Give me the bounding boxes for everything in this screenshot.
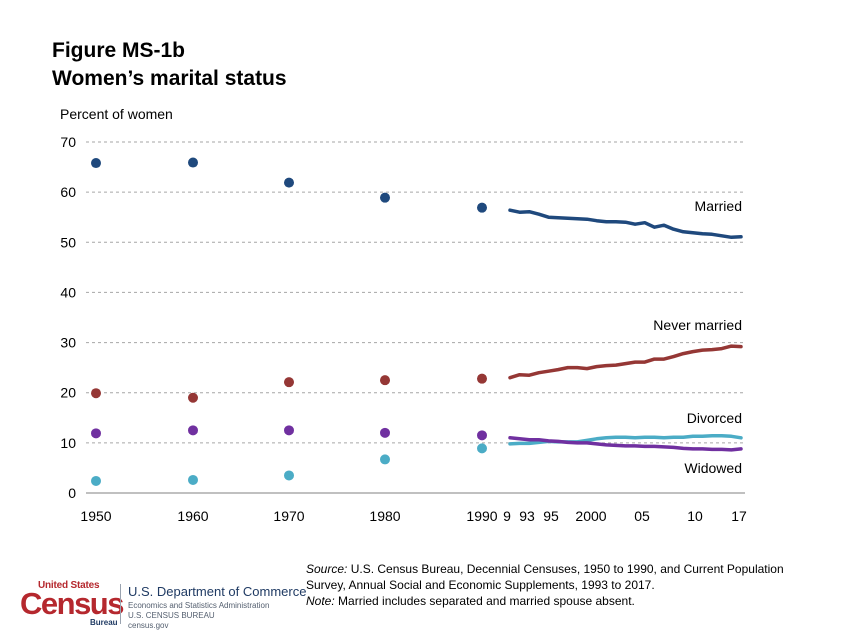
series-points [91,157,487,486]
point-widowed-1970 [284,425,294,436]
x-tick-cps-05: 05 [634,508,650,524]
source-note: Source: U.S. Census Bureau, Decennial Ce… [306,561,826,609]
point-divorced-1960 [188,474,198,485]
series-lines [508,208,743,452]
x-tick-cps-2000: 2000 [575,508,606,524]
point-widowed-1950 [91,428,101,439]
y-tick-20: 20 [60,385,76,401]
footer-bureau: U.S. CENSUS BUREAU [128,611,215,620]
x-tick-cps-95: 95 [543,508,559,524]
y-tick-60: 60 [60,184,76,200]
point-never-married-1990 [477,373,487,384]
y-axis-label: Percent of women [60,106,173,122]
series-labels: Married Never married Divorced Widowed [653,198,742,476]
line-married [508,208,743,240]
chart-title: Women’s marital status [52,67,287,90]
y-tick-70: 70 [60,134,76,150]
note-line: Note: Married includes separated and mar… [306,593,826,609]
label-widowed: Widowed [684,460,742,476]
x-tick-1990: 1990 [466,508,497,524]
x-axis-ticks: 1950 1960 1970 1980 1990 9 93 95 2000 05 10 17 [80,508,747,524]
x-tick-cps-9: 9 [503,508,511,524]
x-tick-cps-93: 93 [519,508,535,524]
y-tick-40: 40 [60,284,76,300]
point-widowed-1980 [380,427,390,438]
source-line: Source: U.S. Census Bureau, Decennial Ce… [306,561,826,593]
footer-url: census.gov [128,621,169,630]
source-label: Source: [306,562,348,576]
point-divorced-1970 [284,470,294,481]
point-married-1960 [188,157,198,168]
note-text: Married includes separated and married s… [338,594,635,608]
census-bureau-logo: United States Census Bureau [20,580,124,630]
label-divorced: Divorced [687,410,742,426]
point-never-married-1980 [380,375,390,386]
y-axis-ticks: 0 10 20 30 40 50 60 70 [60,134,76,501]
x-tick-1960: 1960 [177,508,208,524]
footer-esa: Economics and Statistics Administration [128,601,270,610]
x-tick-cps-10: 10 [687,508,703,524]
y-tick-10: 10 [60,435,76,451]
y-tick-30: 30 [60,335,76,351]
label-married: Married [695,198,742,214]
x-tick-cps-17: 17 [731,508,747,524]
point-divorced-1980 [380,454,390,465]
point-never-married-1970 [284,377,294,388]
label-never-married: Never married [653,317,742,333]
note-label: Note: [306,594,335,608]
dept-name: U.S. Department of Commerce [128,584,307,599]
point-married-1980 [380,192,390,203]
x-tick-1950: 1950 [80,508,111,524]
x-tick-1980: 1980 [369,508,400,524]
footer: United States Census Bureau U.S. Departm… [20,580,310,630]
point-married-1950 [91,158,101,169]
y-tick-50: 50 [60,234,76,250]
logo-bureau: Bureau [90,618,118,627]
point-divorced-1990 [477,443,487,454]
point-widowed-1990 [477,430,487,441]
line-never-married [508,344,743,380]
y-tick-0: 0 [68,485,76,501]
source-text: U.S. Census Bureau, Decennial Censuses, … [306,562,784,592]
logo-census: Census [20,586,124,621]
point-never-married-1960 [188,392,198,403]
gridlines [86,141,745,494]
footer-divider [120,584,121,624]
figure-title: Figure MS-1b [52,39,186,62]
logo-united-states: United States [38,580,100,591]
point-never-married-1950 [91,388,101,399]
x-tick-1970: 1970 [273,508,304,524]
point-widowed-1960 [188,425,198,436]
marital-status-chart: Percent of women 0 10 20 30 40 50 60 70 1950 196… [60,106,747,524]
point-married-1970 [284,177,294,188]
line-widowed [508,436,743,452]
point-married-1990 [477,202,487,213]
point-divorced-1950 [91,475,101,486]
